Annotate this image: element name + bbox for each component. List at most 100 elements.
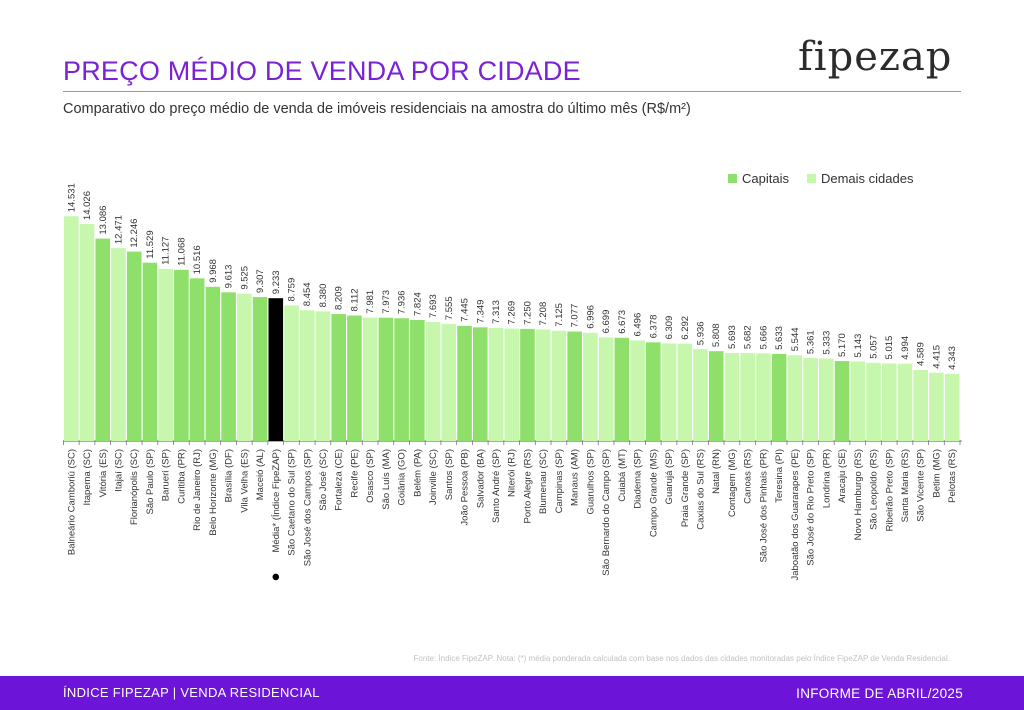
legend-item-other-cities: Demais cidades — [806, 171, 913, 186]
bar-other — [677, 343, 693, 441]
bar-capital — [378, 317, 394, 441]
category-label: Belém (PA) — [412, 449, 423, 497]
category-label: Campo Grande (MS) — [648, 449, 659, 537]
bar-value-label: 8.112 — [349, 288, 360, 311]
bar-capital — [95, 238, 111, 441]
bar-value-label: 5.544 — [790, 327, 801, 351]
legend-item-capitals: Capitais — [728, 171, 789, 186]
chart-subtitle: Comparativo do preço médio de venda de i… — [63, 101, 691, 117]
bar-value-label: 5.682 — [743, 325, 754, 349]
bar-capital — [567, 331, 582, 441]
bar-value-label: 7.445 — [460, 298, 471, 322]
bar-capital — [520, 328, 535, 441]
source-note: Fonte: Índice FipeZAP. Nota: (*) média p… — [413, 654, 950, 663]
bar-other — [661, 343, 677, 441]
bar-other — [284, 305, 299, 441]
bar-value-label: 11.529 — [145, 230, 156, 258]
bar-capital — [189, 278, 205, 441]
category-label: Itapema (SC) — [82, 449, 93, 506]
bar-other — [158, 268, 173, 441]
category-label: Média* (Índice FipeZAP) — [271, 449, 282, 552]
bar-value-label: 5.015 — [884, 336, 895, 360]
category-label: Joinville (SC) — [428, 449, 439, 505]
chart-legend: Capitais Demais cidades — [728, 171, 913, 186]
bar-capital — [614, 337, 630, 441]
bar-value-label: 6.292 — [680, 316, 691, 340]
bar-value-label: 6.699 — [601, 310, 612, 334]
category-label: Caxias do Sul (RS) — [696, 449, 707, 530]
category-label: Ribeirão Preto (SP) — [884, 449, 895, 531]
category-label: Contagem (MG) — [727, 449, 738, 517]
bar-other — [693, 349, 708, 441]
category-label: Santa Maria (RS) — [900, 449, 911, 522]
category-label: Aracaju (SE) — [837, 449, 848, 503]
category-label: Teresina (PI) — [774, 449, 785, 503]
bar-other — [362, 317, 378, 441]
category-label: Curitiba (PR) — [176, 449, 187, 504]
category-label: Jaboatão dos Guararapes (PE) — [790, 449, 801, 581]
category-label: Santo André (SP) — [491, 449, 502, 523]
bar-capital — [410, 319, 425, 441]
bar-value-label: 8.380 — [318, 284, 329, 308]
category-label: São José dos Pinhais (PR) — [758, 449, 769, 563]
bar-value-label: 5.666 — [758, 326, 769, 350]
category-label: Maceió (AL) — [255, 449, 266, 500]
footer-bar: ÍNDICE FIPEZAP | VENDA RESIDENCIAL INFOR… — [0, 676, 1024, 710]
bar-other — [881, 363, 897, 441]
bar-other — [740, 353, 755, 441]
bar-other — [803, 358, 818, 441]
category-label: Brasília (DF) — [224, 449, 235, 502]
category-label: São Paulo (SP) — [145, 449, 156, 514]
bar-capital — [771, 353, 787, 441]
category-label: Pelotas (RS) — [947, 449, 958, 503]
bar-other — [64, 216, 79, 441]
category-label: São Luís (MA) — [381, 449, 392, 510]
category-label: Itajaí (SC) — [113, 449, 124, 492]
legend-label-capitals: Capitais — [742, 171, 789, 186]
category-label: Guarujá (SP) — [664, 449, 675, 504]
footer-index-name: ÍNDICE FIPEZAP | VENDA RESIDENCIAL — [63, 685, 320, 700]
bar-capital — [347, 315, 362, 441]
category-label: Londrina (PR) — [821, 449, 832, 508]
bar-other — [787, 355, 803, 441]
average-marker-dot — [272, 573, 280, 581]
bar-value-label: 5.693 — [727, 325, 738, 349]
title-divider — [63, 91, 961, 92]
category-label: Vila Velha (ES) — [239, 449, 250, 513]
bar-other — [850, 361, 866, 441]
bar-value-label: 7.125 — [554, 303, 565, 327]
category-label: João Pessoa (PB) — [460, 449, 471, 526]
category-label: Campinas (SP) — [554, 449, 565, 513]
category-label: Porto Alegre (RS) — [522, 449, 533, 523]
bar-capital — [252, 297, 268, 441]
category-label: Florianópolis (SC) — [129, 449, 140, 525]
category-label: Osasco (SP) — [365, 449, 376, 503]
category-label: Belo Horizonte (MG) — [208, 449, 219, 536]
bar-other — [897, 363, 913, 441]
category-label: Natal (RN) — [711, 449, 722, 494]
bar-value-label: 8.759 — [287, 278, 298, 302]
bar-capital — [472, 327, 488, 441]
bar-value-label: 5.057 — [869, 335, 880, 359]
bar-capital — [126, 251, 142, 441]
bar-value-label: 6.496 — [633, 313, 644, 337]
bar-value-label: 5.170 — [837, 333, 848, 357]
category-label: São Bernardo do Campo (SP) — [601, 449, 612, 576]
bar-value-label: 13.086 — [98, 206, 109, 235]
bar-capital — [646, 342, 661, 441]
bar-other — [598, 337, 614, 441]
category-label: Betim (MG) — [931, 449, 942, 498]
bar-value-label: 6.996 — [585, 305, 596, 329]
category-label: São José dos Campos (SP) — [302, 449, 313, 566]
category-label: Balneário Camboriú (SC) — [66, 449, 77, 555]
bar-value-label: 7.269 — [507, 301, 518, 325]
bar-other — [756, 353, 771, 441]
bar-other — [944, 373, 960, 441]
bar-value-label: 7.349 — [475, 300, 486, 324]
bar-average — [268, 298, 284, 441]
bar-value-label: 5.633 — [774, 326, 785, 350]
bar-value-label: 5.808 — [711, 323, 722, 347]
bar-value-label: 4.415 — [931, 345, 942, 369]
category-label: Santos (SP) — [444, 449, 455, 500]
bar-other — [237, 293, 252, 441]
